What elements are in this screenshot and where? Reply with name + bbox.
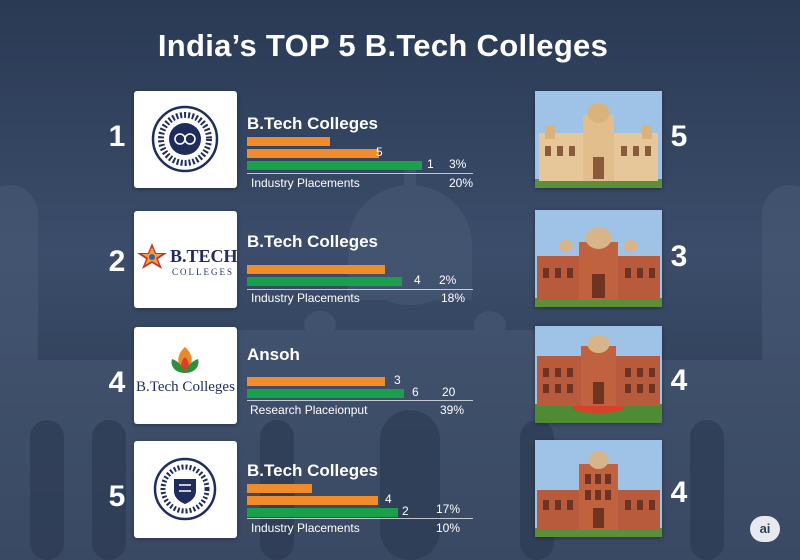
metric-bar [247, 265, 385, 274]
divider [247, 518, 473, 519]
metric-value: 39% [440, 403, 465, 417]
college-logo-card [134, 441, 237, 538]
metric-label: Industry Placements [251, 176, 360, 190]
side-rank-number: 4 [670, 476, 688, 509]
college-logo-card [134, 91, 237, 188]
metric-value: 18% [441, 291, 466, 305]
campus-photo [535, 326, 662, 423]
college-logo-card: B.TECH COLLEGES [134, 211, 237, 308]
college-name: B.Tech Colleges [247, 232, 378, 251]
metric-value: 20% [449, 176, 474, 190]
bar-value-label: 20 [442, 385, 456, 399]
college-name: B.Tech Colleges [247, 114, 378, 133]
shield-seal-icon [153, 457, 217, 521]
rank-number: 5 [108, 480, 126, 513]
bar-value-label: 5 [376, 145, 383, 159]
metric-bar [247, 137, 330, 146]
divider [247, 173, 473, 174]
bar-value-label: 4 [414, 273, 421, 287]
bar-value-label: 4 [385, 492, 392, 506]
campus-photo [535, 210, 662, 307]
rank-number: 2 [108, 245, 126, 278]
metric-bar [247, 377, 385, 386]
logo-wordmark: B.TECH [170, 246, 237, 266]
bar-value-label: 2 [402, 504, 409, 518]
rank-number: 4 [108, 366, 126, 399]
divider [247, 289, 473, 290]
bar-value-label: 17% [436, 502, 461, 516]
college-name: B.Tech Colleges [247, 461, 378, 480]
leaf-flame-icon [171, 347, 199, 373]
side-rank-number: 5 [670, 120, 688, 153]
divider [247, 400, 473, 401]
metric-bar [247, 484, 312, 493]
logo-subtext: COLLEGES [172, 267, 234, 277]
ai-badge: ai [750, 516, 780, 542]
campus-photo [535, 91, 662, 188]
college-name: Ansoh [247, 345, 300, 364]
metric-bar [247, 496, 378, 505]
university-seal-icon [151, 105, 219, 173]
logo-wordmark: B.Tech Colleges [136, 379, 235, 395]
metric-bar [247, 389, 404, 398]
bar-value-label: 3 [394, 373, 401, 387]
star-emblem-icon [137, 243, 167, 269]
campus-photo [535, 440, 662, 537]
metric-label: Industry Placements [251, 521, 360, 535]
metric-bar [247, 277, 402, 286]
metric-bar [247, 508, 398, 517]
metric-value: 10% [436, 521, 461, 535]
metric-label: Industry Placements [251, 291, 360, 305]
college-logo-card: B.Tech Colleges [134, 327, 237, 424]
metric-bar [247, 149, 379, 158]
bar-value-label: 2% [439, 273, 457, 287]
bar-value-label: 6 [412, 385, 419, 399]
rank-number: 1 [108, 120, 126, 153]
bar-value-label: 1 [427, 157, 434, 171]
bar-value-label: 3% [449, 157, 467, 171]
metric-label: Research Placeionput [250, 403, 368, 417]
side-rank-number: 3 [670, 240, 688, 273]
side-rank-number: 4 [670, 364, 688, 397]
page-title: India’s TOP 5 B.Tech Colleges [157, 28, 609, 63]
metric-bar [247, 161, 422, 170]
